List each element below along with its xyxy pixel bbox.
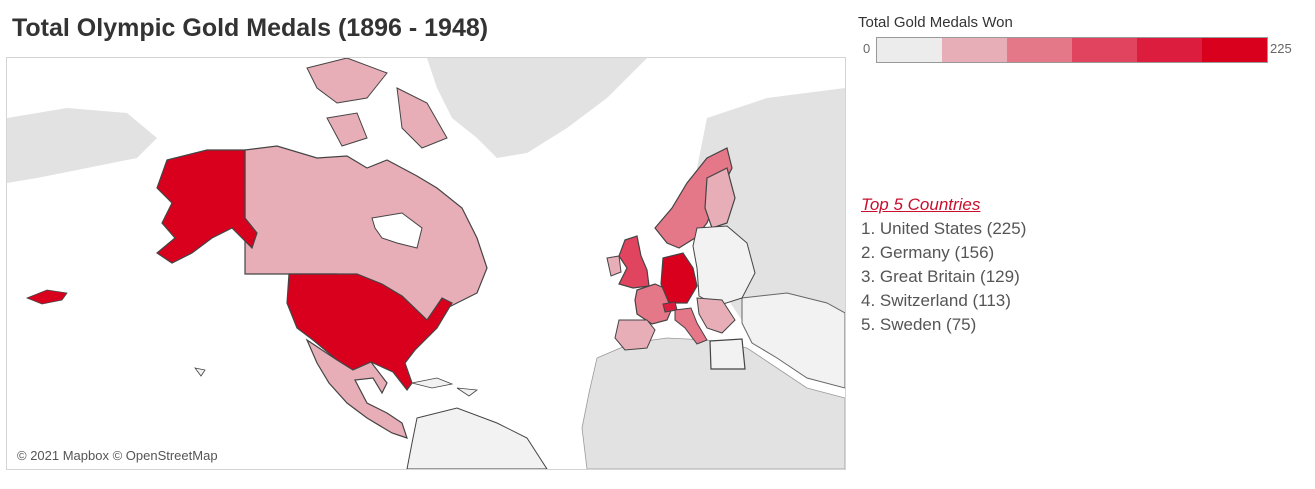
region-iberia[interactable] <box>614 319 656 351</box>
region-hudson-bay <box>371 212 423 249</box>
region-italy[interactable] <box>674 307 708 345</box>
region-middle-east[interactable] <box>741 292 845 389</box>
legend-step-2 <box>942 38 1007 62</box>
top5-item: 2. Germany (156) <box>861 243 995 262</box>
region-germany[interactable] <box>660 252 698 304</box>
region-arctic-islands[interactable] <box>306 58 448 149</box>
map-attribution: © 2021 Mapbox © OpenStreetMap <box>13 446 222 465</box>
region-africa[interactable] <box>581 337 845 469</box>
legend-step-4 <box>1072 38 1137 62</box>
page-title: Total Olympic Gold Medals (1896 - 1948) <box>12 14 489 42</box>
region-balkans[interactable] <box>696 297 736 334</box>
region-eastern-europe[interactable] <box>692 225 756 307</box>
region-caribbean[interactable] <box>411 377 479 397</box>
region-south-america[interactable] <box>406 407 548 469</box>
region-chukotka[interactable] <box>7 108 157 183</box>
legend-max-label: 225 <box>1270 41 1292 56</box>
legend-title: Total Gold Medals Won <box>858 14 1013 31</box>
top5-item: 1. United States (225) <box>861 219 1027 238</box>
legend-step-1 <box>877 38 942 62</box>
color-legend-bar <box>876 37 1268 63</box>
top5-panel: Top 5 Countries 1. United States (225) 2… <box>861 195 1026 337</box>
region-france[interactable] <box>634 283 674 325</box>
region-mexico[interactable] <box>305 338 408 439</box>
legend-step-5 <box>1137 38 1202 62</box>
region-alaska[interactable] <box>155 149 258 264</box>
top5-item: 4. Switzerland (113) <box>861 291 1011 310</box>
region-great-britain[interactable] <box>618 235 650 289</box>
region-aleutians[interactable] <box>25 289 68 305</box>
region-usa[interactable] <box>286 273 453 392</box>
region-greenland[interactable] <box>427 58 647 158</box>
region-ireland[interactable] <box>606 255 622 277</box>
choropleth-map[interactable]: © 2021 Mapbox © OpenStreetMap <box>6 57 846 470</box>
top5-title: Top 5 Countries <box>861 195 981 214</box>
legend-step-3 <box>1007 38 1072 62</box>
top5-item: 5. Sweden (75) <box>861 315 977 334</box>
legend-min-label: 0 <box>863 41 871 56</box>
top5-item: 3. Great Britain (129) <box>861 267 1020 286</box>
legend-step-6 <box>1202 38 1267 62</box>
map-canvas[interactable] <box>7 58 845 469</box>
region-hawaii[interactable] <box>194 367 206 377</box>
region-finland[interactable] <box>704 167 736 229</box>
region-egypt[interactable] <box>709 338 746 370</box>
